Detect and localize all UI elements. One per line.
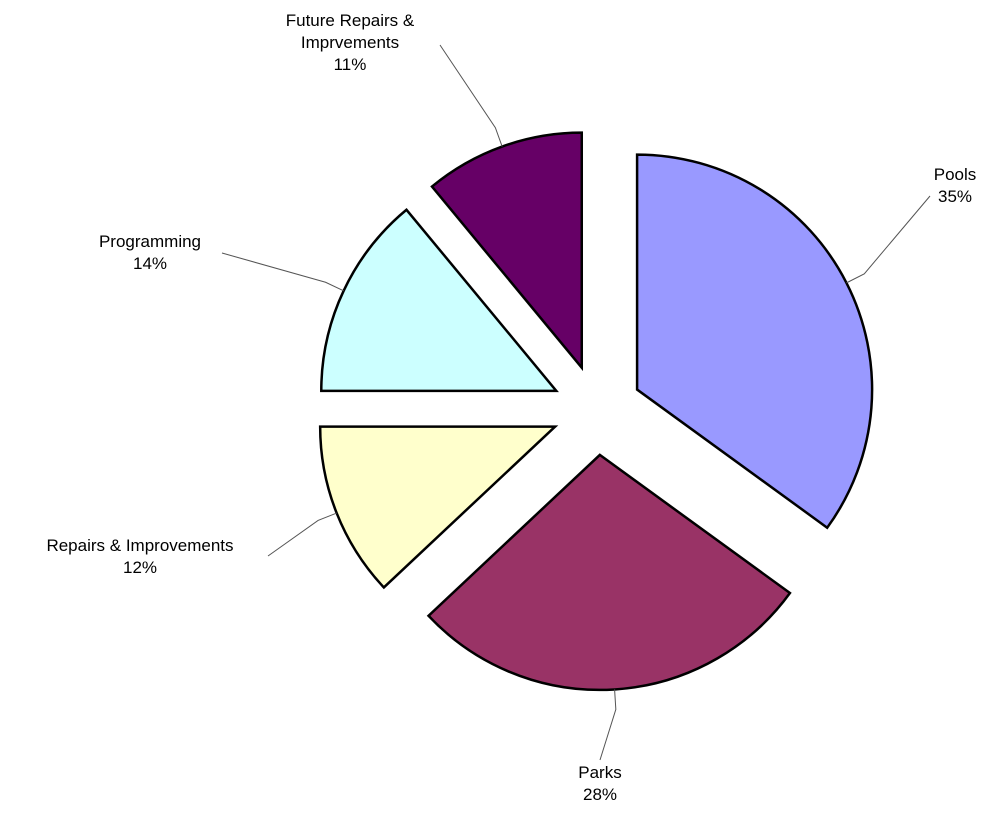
category-label: Future Repairs & Imprvements [285, 11, 415, 52]
leader-line [267, 512, 337, 557]
pie-slice [635, 153, 874, 530]
category-label: Repairs & Improvements [46, 536, 234, 555]
pie-slice [430, 131, 584, 372]
slice-label: Future Repairs & Imprvements 11% [265, 10, 435, 76]
value-label: 35% [937, 187, 973, 206]
pie-slice [426, 453, 792, 692]
pie-slice [320, 208, 559, 393]
value-label: 14% [132, 254, 168, 273]
leader-line [846, 195, 931, 284]
slice-label: Parks 28% [560, 762, 640, 806]
category-label: Programming [98, 232, 202, 251]
slice-label: Repairs & Improvements 12% [0, 535, 280, 579]
category-label: Parks [578, 763, 622, 782]
leader-line [439, 44, 503, 147]
leader-line [599, 689, 617, 761]
category-label: Pools [933, 165, 977, 184]
leader-line [221, 252, 344, 292]
slice-label: Programming 14% [60, 231, 240, 275]
slice-label: Pools 35% [915, 164, 994, 208]
value-label: 12% [122, 558, 158, 577]
value-label: 11% [333, 55, 367, 74]
value-label: 28% [582, 785, 618, 804]
